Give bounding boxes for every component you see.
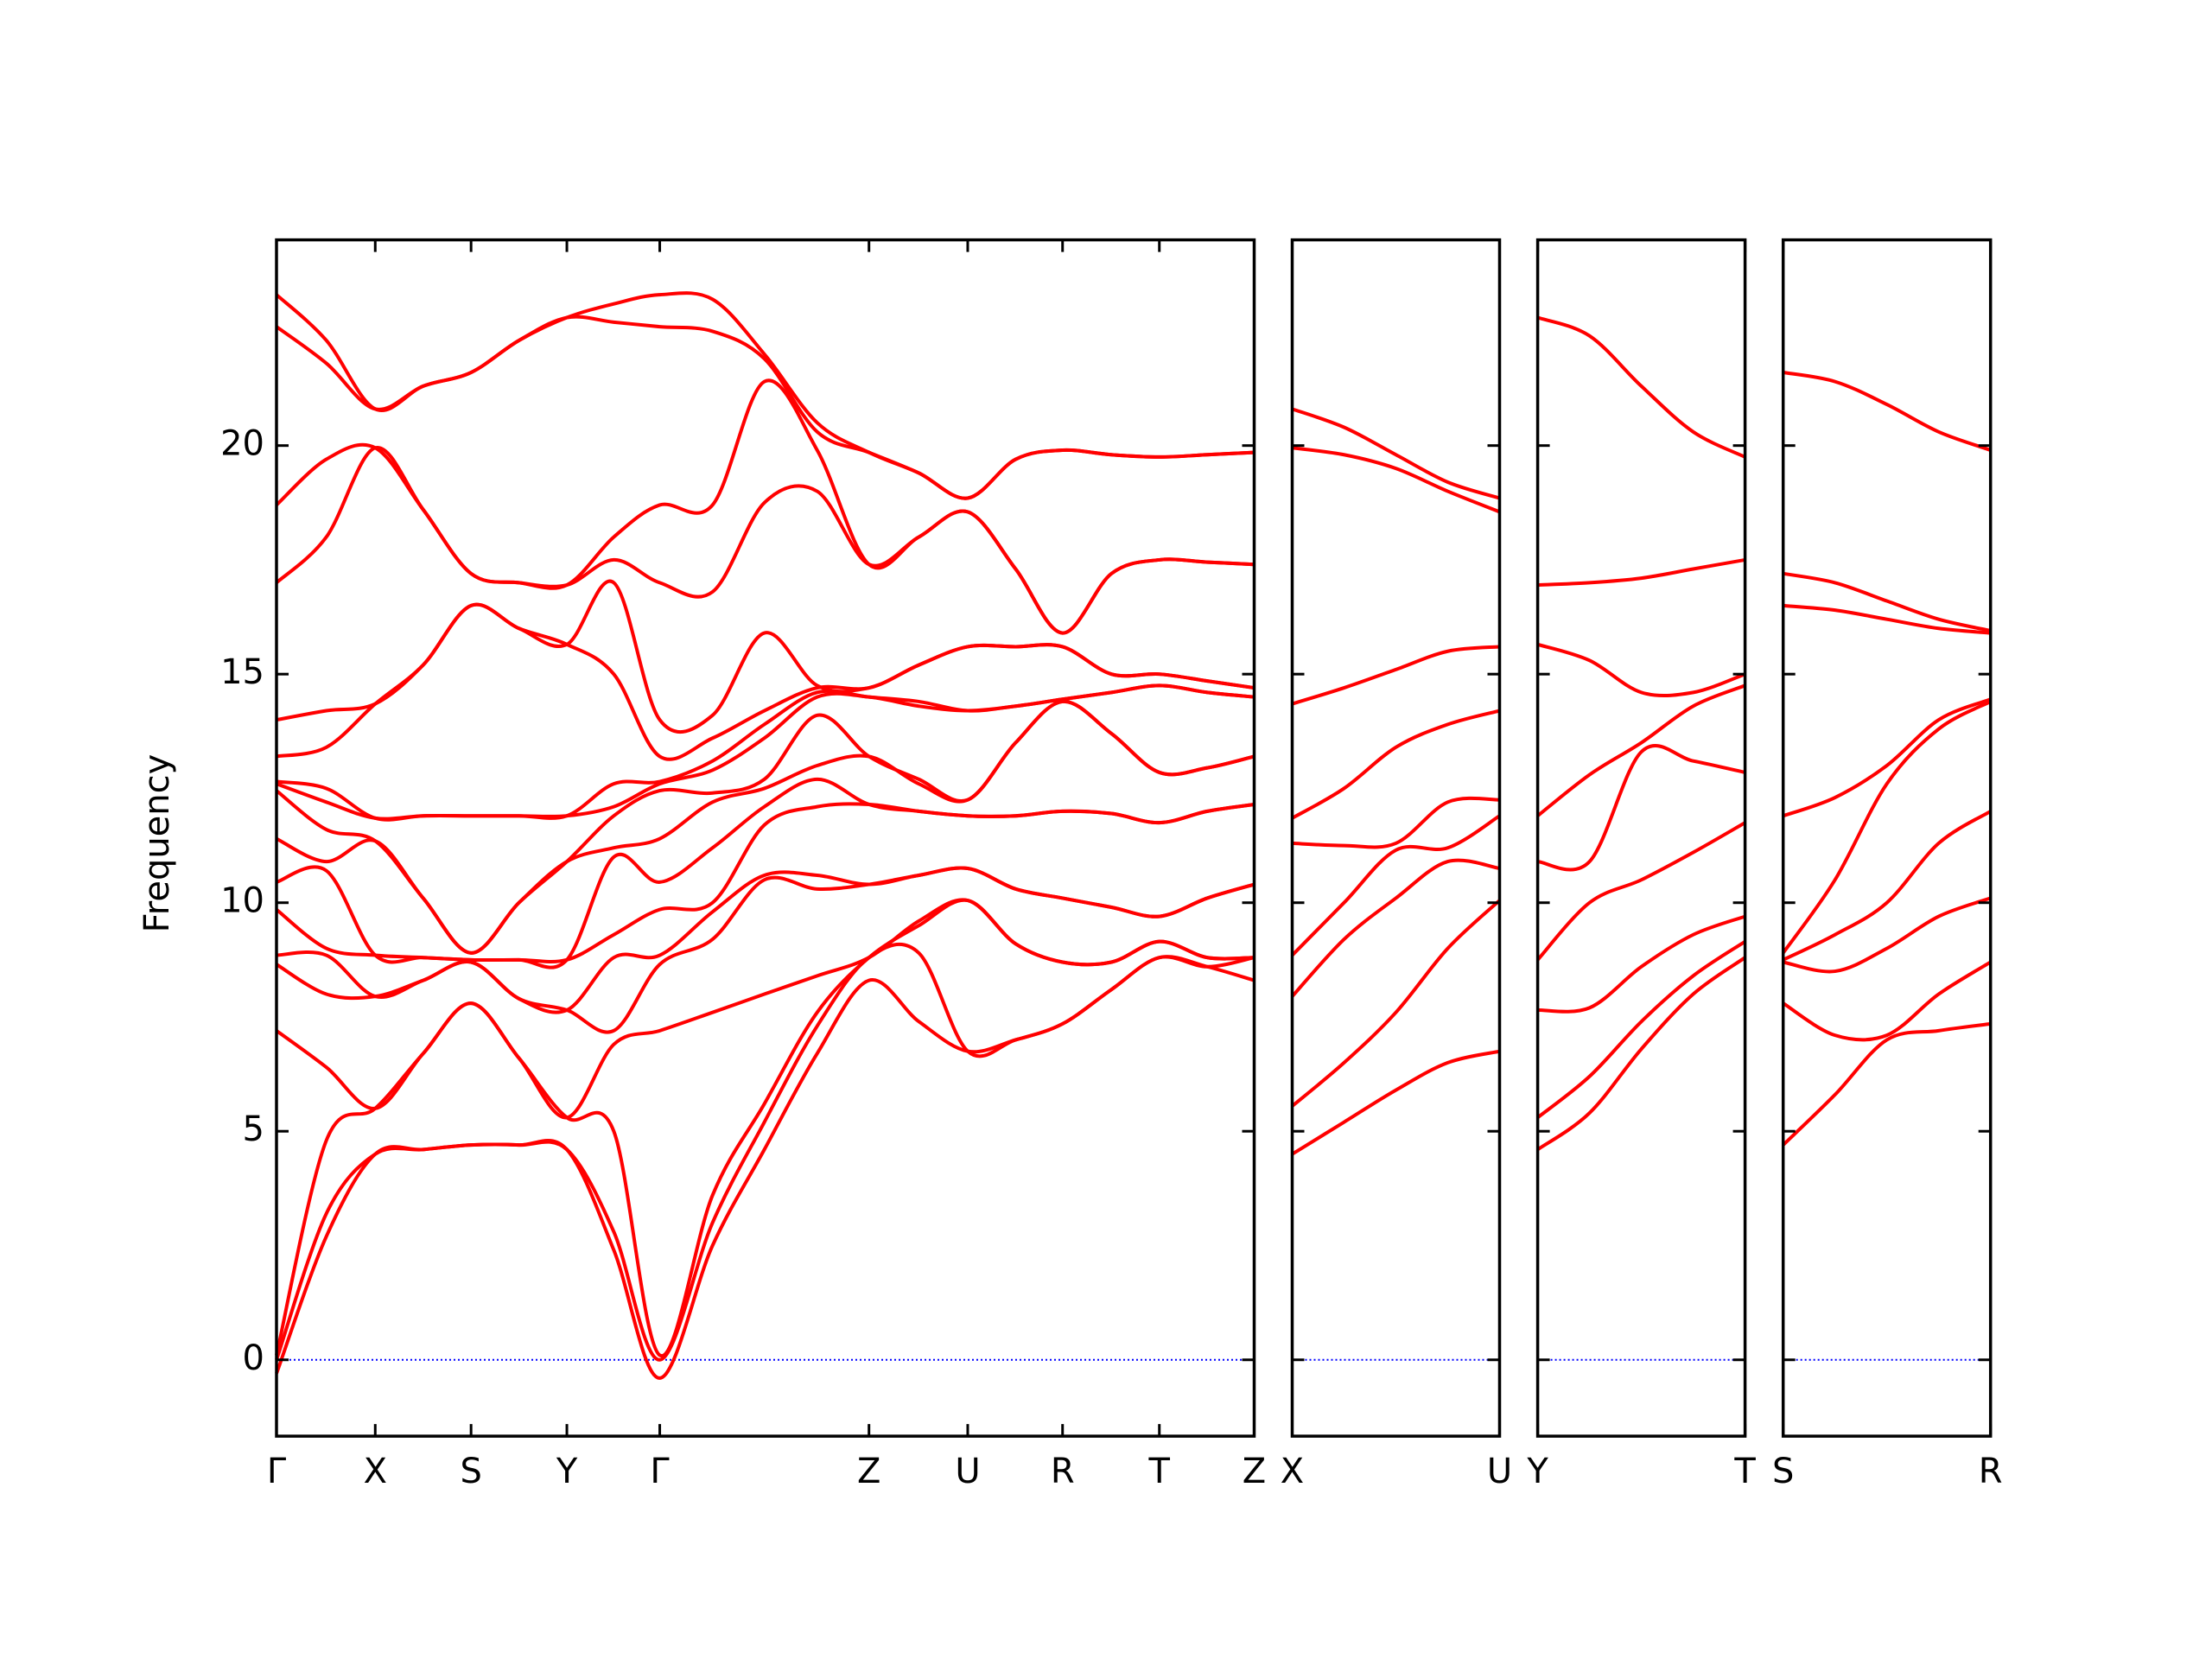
band-line xyxy=(1536,821,1746,962)
band-line xyxy=(275,898,1255,1120)
x-tick-label: Z xyxy=(857,1452,880,1491)
band-line xyxy=(1537,642,1746,697)
panel-frame xyxy=(1535,238,1747,1438)
band-line xyxy=(1782,810,1992,962)
band-line xyxy=(1291,645,1500,706)
band-line xyxy=(276,777,1255,969)
band-line xyxy=(275,699,1255,955)
band-line xyxy=(1536,940,1746,1119)
band-line xyxy=(275,943,1255,1362)
band-line xyxy=(275,955,1255,1380)
band-line xyxy=(275,898,1255,1357)
band-line xyxy=(1536,315,1746,459)
band-line xyxy=(275,446,1255,635)
x-tick-label: Z xyxy=(1243,1452,1266,1491)
x-tick-label: Y xyxy=(1526,1452,1548,1491)
y-axis-label: Frequency xyxy=(137,754,177,933)
band-line xyxy=(276,579,1255,734)
band-line xyxy=(1782,700,1992,955)
y-tick-label: 0 xyxy=(243,1338,264,1378)
y-tick-label: 10 xyxy=(220,881,264,921)
band-line xyxy=(1292,796,1500,849)
band-line xyxy=(1782,1021,1991,1147)
band-line xyxy=(1537,914,1746,1014)
band-line xyxy=(1291,407,1501,500)
band-line xyxy=(1537,557,1745,588)
x-tick-label: X xyxy=(1281,1452,1304,1491)
y-tick-label: 5 xyxy=(243,1109,264,1149)
band-line xyxy=(1537,744,1746,872)
band-line xyxy=(276,866,1255,1014)
x-tick-label: R xyxy=(1051,1452,1075,1491)
band-line xyxy=(275,802,1255,963)
band-line xyxy=(1536,956,1746,1152)
y-tick-label: 20 xyxy=(220,424,264,464)
band-line xyxy=(1291,858,1500,998)
band-line xyxy=(1536,683,1746,817)
x-tick-label: Γ xyxy=(650,1452,670,1491)
x-tick-label: S xyxy=(460,1452,481,1491)
x-tick-label: T xyxy=(1733,1452,1756,1491)
x-tick-label: U xyxy=(1487,1452,1512,1491)
band-line xyxy=(1782,960,1992,1042)
band-line xyxy=(1291,899,1501,1108)
band-line xyxy=(276,683,1255,821)
x-tick-label: T xyxy=(1148,1452,1171,1491)
x-tick-label: R xyxy=(1979,1452,2003,1491)
band-line xyxy=(276,683,1255,822)
band-line xyxy=(1291,814,1501,957)
x-tick-label: U xyxy=(955,1452,980,1491)
band-line xyxy=(275,291,1255,500)
band-line xyxy=(1783,603,1991,635)
band-line xyxy=(1783,697,1992,818)
x-tick-label: Γ xyxy=(267,1452,287,1491)
x-tick-label: Y xyxy=(556,1452,578,1491)
panel-frame xyxy=(1781,238,1993,1438)
x-tick-label: X xyxy=(364,1452,387,1491)
x-tick-label: S xyxy=(1772,1452,1794,1491)
panel-frame xyxy=(275,238,1256,1438)
band-line xyxy=(1292,446,1501,514)
band-line xyxy=(275,378,1255,635)
band-line xyxy=(275,315,1255,500)
band-line xyxy=(1783,896,1992,974)
y-tick-label: 15 xyxy=(220,652,264,692)
band-line xyxy=(275,866,1255,1034)
band-line xyxy=(1291,709,1501,820)
band-line xyxy=(1783,571,1992,632)
band-line xyxy=(1783,371,1992,452)
band-line xyxy=(1291,1049,1500,1156)
panel-frame xyxy=(1290,238,1502,1438)
